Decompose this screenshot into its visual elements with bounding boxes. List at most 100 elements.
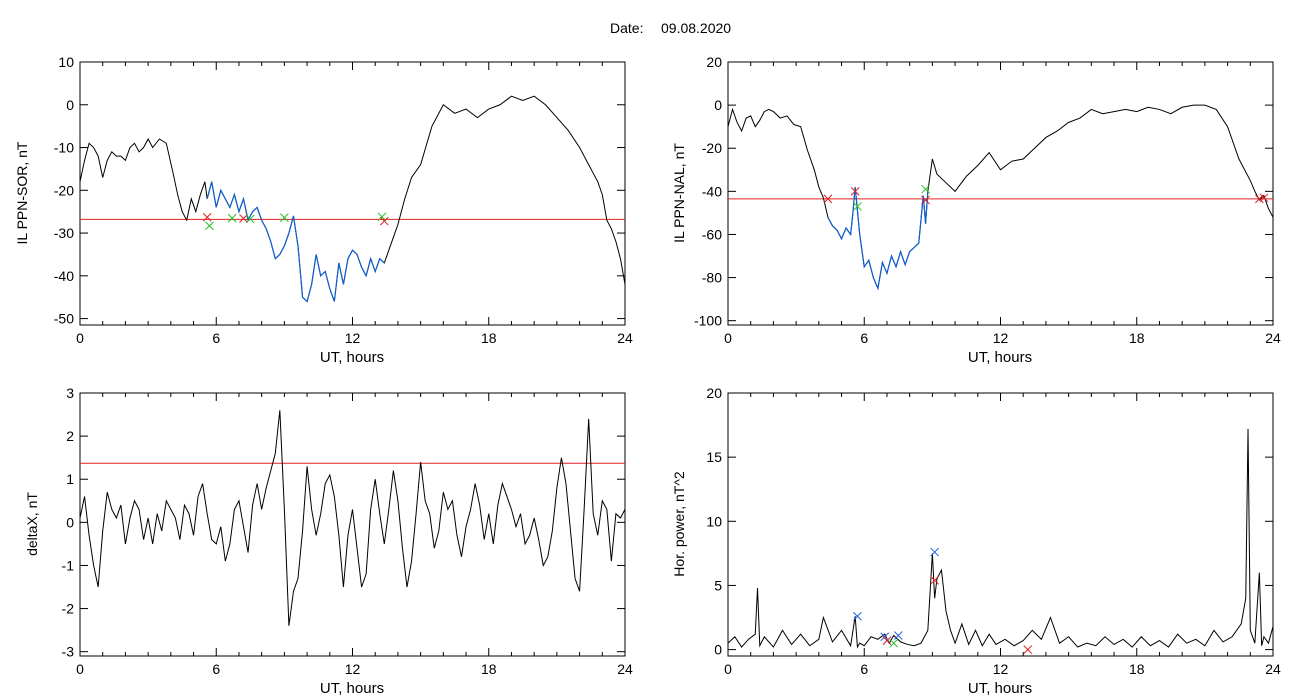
plot-frame bbox=[79, 61, 626, 326]
y-tick-label: 0 bbox=[714, 642, 722, 658]
x-tick-label: 12 bbox=[345, 330, 361, 346]
y-tick-label: 2 bbox=[66, 428, 74, 444]
y-tick-label: -80 bbox=[702, 270, 722, 286]
ylabel-hor-power: Hor. power, nT^2 bbox=[671, 471, 687, 577]
event-marker bbox=[227, 213, 237, 223]
x-tick-label: 6 bbox=[212, 661, 220, 677]
event-marker bbox=[823, 194, 833, 204]
marker-stroke bbox=[239, 214, 248, 223]
ylabel-ppn-nal: IL PPN-NAL, nT bbox=[671, 143, 687, 243]
series-line bbox=[727, 428, 1274, 649]
y-tick-label: -40 bbox=[702, 183, 722, 199]
event-marker bbox=[239, 214, 248, 223]
x-tick-label: 24 bbox=[617, 661, 633, 677]
event-marker bbox=[930, 575, 939, 585]
y-tick-label: -30 bbox=[54, 225, 74, 241]
x-tick-label: 18 bbox=[1129, 661, 1145, 677]
x-tick-label: 0 bbox=[76, 661, 84, 677]
marker-stroke bbox=[930, 547, 939, 557]
event-marker bbox=[245, 214, 255, 224]
series-line bbox=[79, 95, 626, 303]
marker-stroke bbox=[882, 636, 892, 645]
y-tick-label: -2 bbox=[62, 601, 75, 617]
y-tick-label: 1 bbox=[66, 471, 74, 487]
y-tick-label: -20 bbox=[54, 182, 74, 198]
y-tick-label: 0 bbox=[66, 97, 74, 113]
marker-stroke bbox=[889, 638, 899, 648]
x-tick-label: 18 bbox=[481, 330, 497, 346]
marker-stroke bbox=[853, 611, 862, 621]
series-line bbox=[79, 410, 626, 626]
y-tick-label: 0 bbox=[66, 514, 74, 530]
y-tick-label: 10 bbox=[58, 54, 74, 70]
y-tick-label: -3 bbox=[62, 644, 75, 660]
highlight-segment bbox=[827, 186, 929, 291]
panel-ppn-sor: IL PPN-SOR, nT UT, hours 0 6 12 18 24 10 0 -10 -… bbox=[14, 54, 633, 366]
event-marker bbox=[205, 221, 214, 231]
panel-ppn-nal: IL PPN-NAL, nT UT, hours 0 6 12 18 24 20 0 -20 -… bbox=[671, 54, 1281, 366]
y-tick-label: 20 bbox=[706, 54, 722, 70]
panel-deltax: deltaX, nT UT, hours 0 6 12 18 24 3 2 1 0 -1 -2 -3 bbox=[24, 385, 633, 697]
y-tick-label: 10 bbox=[706, 513, 722, 529]
x-tick-label: 6 bbox=[860, 661, 868, 677]
x-tick-label: 6 bbox=[212, 330, 220, 346]
x-tick-label: 24 bbox=[1265, 661, 1281, 677]
y-tick-label: 20 bbox=[706, 385, 722, 401]
xlabel-deltax: UT, hours bbox=[320, 680, 384, 697]
event-marker bbox=[882, 636, 892, 645]
x-tick-label: 12 bbox=[345, 661, 361, 677]
event-marker bbox=[889, 638, 899, 648]
event-marker bbox=[202, 212, 212, 222]
x-tick-label: 6 bbox=[860, 330, 868, 346]
x-tick-label: 12 bbox=[993, 330, 1009, 346]
event-marker bbox=[921, 195, 930, 205]
y-tick-label: 0 bbox=[714, 97, 722, 113]
marker-stroke bbox=[823, 194, 833, 204]
event-marker bbox=[930, 547, 939, 557]
xlabel-ppn-sor: UT, hours bbox=[320, 349, 384, 366]
event-marker bbox=[1023, 645, 1033, 654]
event-marker bbox=[379, 216, 389, 226]
y-tick-label: -100 bbox=[694, 313, 722, 329]
highlight-segment bbox=[206, 181, 385, 303]
event-marker bbox=[853, 202, 862, 211]
y-tick-label: -50 bbox=[54, 311, 74, 327]
marker-stroke bbox=[377, 212, 387, 222]
event-marker bbox=[853, 611, 862, 621]
event-marker bbox=[377, 212, 387, 222]
x-tick-label: 18 bbox=[481, 661, 497, 677]
y-tick-label: -1 bbox=[62, 557, 75, 573]
marker-stroke bbox=[850, 186, 860, 196]
marker-stroke bbox=[880, 632, 890, 642]
ylabel-deltax: deltaX, nT bbox=[24, 492, 40, 556]
event-marker bbox=[1259, 193, 1269, 203]
xlabel-hor-power: UT, hours bbox=[968, 680, 1032, 697]
x-tick-label: 0 bbox=[76, 330, 84, 346]
marker-stroke bbox=[921, 195, 930, 205]
event-marker bbox=[921, 184, 930, 194]
marker-stroke bbox=[1259, 193, 1269, 203]
event-marker bbox=[280, 213, 289, 223]
plot-frame bbox=[727, 392, 1274, 657]
marker-stroke bbox=[202, 212, 212, 222]
marker-stroke bbox=[893, 631, 903, 640]
event-marker bbox=[850, 186, 860, 196]
x-tick-label: 12 bbox=[993, 661, 1009, 677]
event-marker bbox=[880, 632, 890, 642]
date-value: 09.08.2020 bbox=[661, 20, 731, 36]
marker-stroke bbox=[921, 184, 930, 194]
xlabel-ppn-nal: UT, hours bbox=[968, 349, 1032, 366]
plot-frame bbox=[727, 61, 1274, 326]
series-line bbox=[727, 104, 1274, 291]
x-tick-label: 24 bbox=[617, 330, 633, 346]
marker-stroke bbox=[379, 216, 389, 226]
y-tick-label: -60 bbox=[702, 226, 722, 242]
y-tick-label: 3 bbox=[66, 385, 74, 401]
marker-stroke bbox=[245, 214, 255, 224]
x-tick-label: 18 bbox=[1129, 330, 1145, 346]
marker-stroke bbox=[280, 213, 289, 223]
x-tick-label: 24 bbox=[1265, 330, 1281, 346]
y-tick-label: 15 bbox=[706, 449, 722, 465]
x-tick-label: 0 bbox=[724, 661, 732, 677]
marker-stroke bbox=[1023, 645, 1033, 654]
